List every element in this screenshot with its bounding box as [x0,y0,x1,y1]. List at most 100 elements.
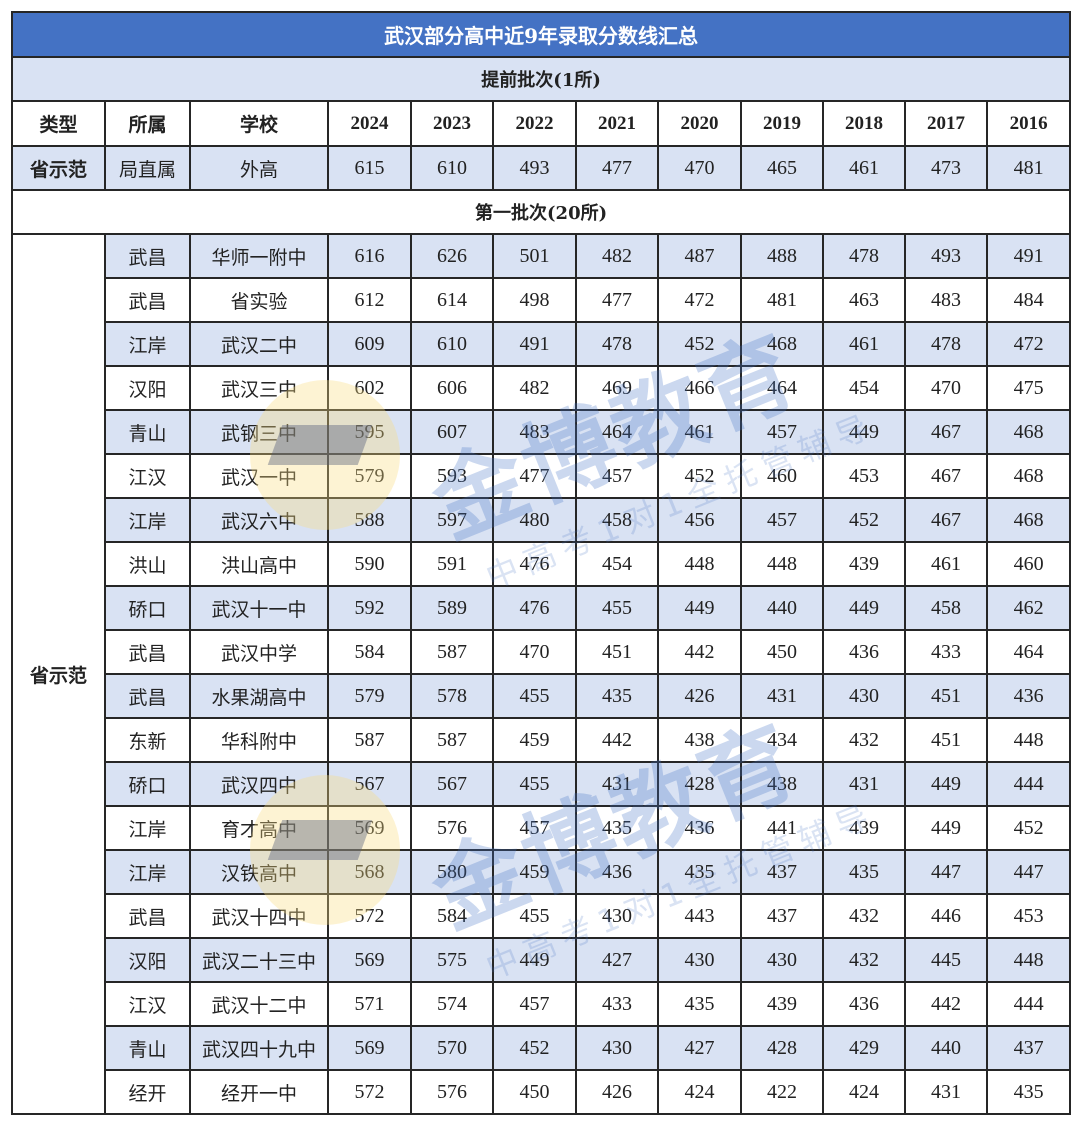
score-cell: 449 [492,937,577,983]
score-cell: 609 [327,321,412,367]
score-cell: 569 [327,1025,412,1071]
score-cell: 610 [410,145,494,191]
table-row: 江汉 武汉一中 579 593 477 457 452 460 453 467 468 [12,453,1072,499]
score-cell: 602 [327,365,412,411]
score-cell: 488 [740,233,824,279]
district-cell: 武昌 [104,673,191,719]
score-cell: 427 [575,937,659,983]
score-cell: 455 [492,761,577,807]
score-cell: 584 [327,629,412,675]
score-cell: 434 [740,717,824,763]
score-cell: 477 [575,145,659,191]
score-cell: 478 [904,321,988,367]
score-cell: 435 [575,673,659,719]
score-cell: 468 [985,497,1072,543]
score-cell: 430 [575,1025,659,1071]
score-cell: 433 [575,981,659,1027]
score-cell: 431 [740,673,824,719]
score-cell: 432 [822,893,906,939]
table-row: 东新 华科附中 587 587 459 442 438 434 432 451 448 [12,717,1072,763]
score-cell: 470 [492,629,577,675]
district-cell: 青山 [104,409,191,455]
table-row: 汉阳 武汉三中 602 606 482 469 466 464 454 470 475 [12,365,1072,411]
school-cell: 水果湖高中 [189,673,329,719]
score-cell: 430 [822,673,906,719]
score-cell: 424 [657,1069,742,1115]
score-cell: 428 [740,1025,824,1071]
score-cell: 476 [492,585,577,631]
school-cell: 华科附中 [189,717,329,763]
score-cell: 493 [492,145,577,191]
score-cell: 501 [492,233,577,279]
score-cell: 443 [657,893,742,939]
score-cell: 449 [904,761,988,807]
score-cell: 614 [410,277,494,323]
district-cell: 江岸 [104,321,191,367]
score-cell: 457 [492,981,577,1027]
table-row: 江岸 武汉二中 609 610 491 478 452 468 461 478 472 [12,321,1072,367]
table-row: 汉阳 武汉二十三中 569 575 449 427 430 430 432 445 448 [12,937,1072,983]
district-cell: 江汉 [104,453,191,499]
column-header: 2017 [904,100,988,147]
score-cell: 498 [492,277,577,323]
section-row: 提前批次(1所) [10,56,1072,102]
score-cell: 576 [410,1069,494,1115]
type-cell: 省示范 [11,233,106,1115]
score-cell: 430 [575,893,659,939]
score-cell: 464 [575,409,659,455]
table-title-row: 武汉部分高中近9年录取分数线汇总 [10,11,1072,58]
score-cell: 447 [904,849,988,895]
score-cell: 437 [740,849,824,895]
district-cell: 东新 [104,717,191,763]
school-cell: 武汉十一中 [189,585,329,631]
score-cell: 452 [492,1025,577,1071]
score-cell: 478 [575,321,659,367]
score-cell: 593 [410,453,494,499]
district-cell: 洪山 [104,541,191,587]
score-cell: 449 [822,585,906,631]
score-cell: 579 [327,453,412,499]
score-cell: 487 [657,233,742,279]
score-cell: 476 [492,541,577,587]
score-cell: 454 [575,541,659,587]
score-cell: 587 [410,629,494,675]
score-cell: 568 [327,849,412,895]
score-cell: 483 [904,277,988,323]
school-cell: 汉铁高中 [189,849,329,895]
score-cell: 595 [327,409,412,455]
district-cell: 江岸 [104,849,191,895]
district-cell: 武昌 [104,893,191,939]
score-cell: 449 [904,805,988,851]
score-cell: 426 [575,1069,659,1115]
score-cell: 572 [327,1069,412,1115]
table-row: 江岸 汉铁高中 568 580 459 436 435 437 435 447 447 [12,849,1072,895]
table-row: 洪山 洪山高中 590 591 476 454 448 448 439 461 460 [12,541,1072,587]
score-cell: 475 [985,365,1072,411]
score-cell: 616 [327,233,412,279]
school-cell: 武汉六中 [189,497,329,543]
score-cell: 469 [575,365,659,411]
score-cell: 467 [904,409,988,455]
district-cell: 局直属 [104,145,191,191]
score-cell: 448 [657,541,742,587]
score-cell: 463 [822,277,906,323]
table-row: 硚口 武汉十一中 592 589 476 455 449 440 449 458 462 [12,585,1072,631]
score-cell: 435 [822,849,906,895]
score-cell: 436 [575,849,659,895]
score-cell: 431 [575,761,659,807]
score-cell: 453 [985,893,1072,939]
score-cell: 445 [904,937,988,983]
score-cell: 470 [904,365,988,411]
district-cell: 武昌 [104,629,191,675]
score-cell: 452 [657,321,742,367]
column-header: 2023 [410,100,494,147]
score-cell: 430 [657,937,742,983]
score-cell: 626 [410,233,494,279]
district-cell: 经开 [104,1069,191,1115]
score-cell: 440 [740,585,824,631]
score-cell: 433 [904,629,988,675]
score-cell: 591 [410,541,494,587]
score-cell: 442 [657,629,742,675]
score-cell: 481 [985,145,1072,191]
score-cell: 460 [985,541,1072,587]
